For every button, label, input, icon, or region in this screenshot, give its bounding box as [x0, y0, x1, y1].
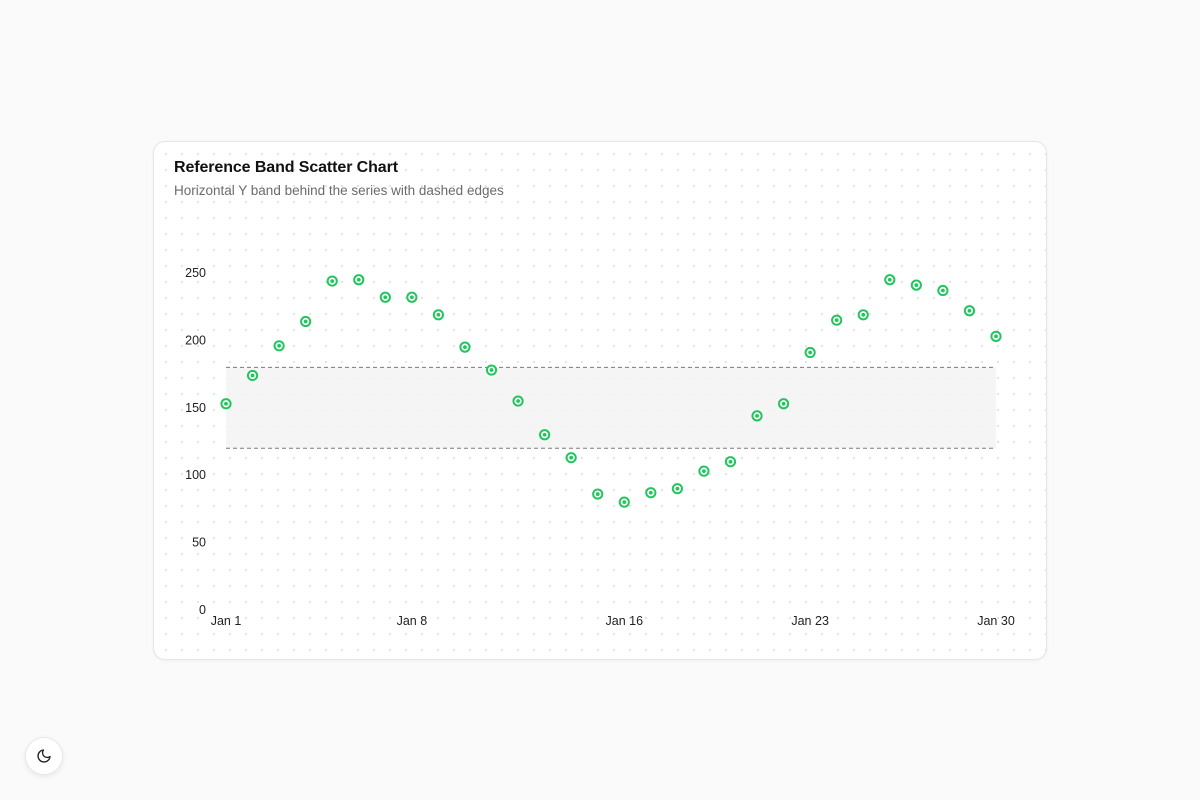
y-tick-label: 100 — [185, 468, 206, 482]
scatter-point — [459, 341, 471, 353]
scatter-point — [565, 452, 577, 464]
scatter-point — [698, 465, 710, 477]
scatter-point — [300, 315, 312, 328]
scatter-point — [671, 483, 683, 495]
scatter-point — [512, 395, 524, 407]
x-tick-label: Jan 1 — [211, 614, 242, 628]
scatter-point — [990, 330, 1002, 342]
scatter-point — [910, 279, 922, 291]
scatter-point — [618, 496, 630, 508]
scatter-point — [963, 305, 976, 317]
scatter-point — [353, 274, 365, 286]
scatter-point — [831, 314, 843, 326]
chart-subtitle: Horizontal Y band behind the series with… — [174, 183, 504, 198]
scatter-point — [777, 398, 790, 410]
y-tick-label: 150 — [185, 401, 206, 415]
scatter-point — [432, 309, 445, 321]
x-tick-label: Jan 8 — [397, 614, 428, 628]
scatter-point — [751, 410, 763, 422]
scatter-point — [246, 369, 259, 382]
scatter-point — [592, 488, 604, 500]
scatter-point — [326, 275, 338, 287]
scatter-point — [406, 291, 418, 303]
x-tick-label: Jan 23 — [791, 614, 829, 628]
scatter-point — [379, 291, 391, 303]
scatter-point — [220, 398, 232, 410]
y-tick-label: 250 — [185, 266, 206, 280]
scatter-point — [724, 456, 737, 468]
scatter-point — [645, 487, 657, 499]
reference-band — [226, 367, 996, 449]
scatter-point — [485, 364, 498, 376]
scatter-point — [273, 340, 285, 352]
y-tick-label: 0 — [199, 603, 206, 617]
scatter-point — [857, 309, 869, 321]
scatter-point — [804, 346, 816, 359]
theme-toggle-button[interactable] — [25, 737, 63, 775]
y-tick-label: 200 — [185, 333, 206, 347]
x-tick-label: Jan 30 — [977, 614, 1015, 628]
moon-icon — [37, 749, 51, 763]
scatter-point — [539, 429, 551, 441]
y-tick-label: 50 — [192, 536, 206, 550]
scatter-point — [884, 274, 896, 286]
chart-card: Reference Band Scatter Chart Horizontal … — [153, 141, 1047, 660]
scatter-point — [937, 284, 949, 297]
x-tick-label: Jan 16 — [606, 614, 644, 628]
scatter-chart: 0 50 100 150 200 250 Jan 1 Jan 8 Jan 16 Jan 23 Jan… — [185, 266, 1015, 628]
chart-title: Reference Band Scatter Chart — [174, 159, 398, 176]
